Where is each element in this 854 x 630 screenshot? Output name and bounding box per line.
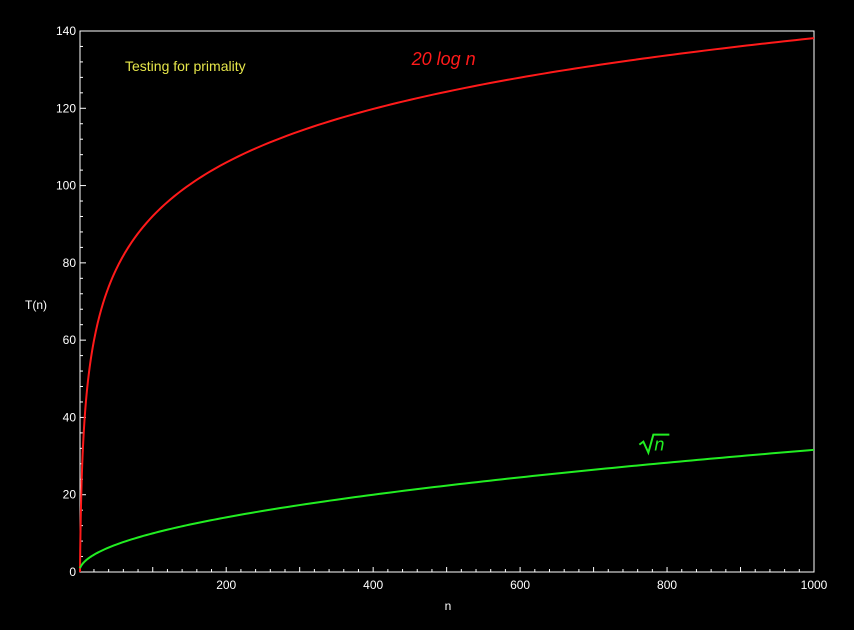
square-root-icon [638,433,670,456]
annotation-layer: 20 log n n [411,49,670,456]
series-line-log [79,37,815,573]
x-tick-label: 200 [216,578,236,592]
series-layer [79,37,815,573]
series-label-20-log-n: 20 log n [411,49,476,69]
y-tick-label: 140 [56,24,76,38]
chart-title: Testing for primality [125,58,246,74]
series-line-sqrt [79,448,815,569]
y-tick-label: 40 [63,410,77,424]
y-tick-label: 80 [63,256,77,270]
x-tick-label: 400 [363,578,383,592]
series-label-sqrt-n: n [638,433,670,456]
series-label-sqrt-n-text: n [654,435,664,455]
x-tick-label: 600 [510,578,530,592]
y-tick-label: 20 [63,488,77,502]
y-tick-label: 120 [56,101,76,115]
y-tick-label: 60 [63,333,77,347]
y-tick-label: 0 [69,565,76,579]
x-axis-ticks: 200 400 600 800 1000 [93,567,828,592]
x-tick-label: 800 [657,578,677,592]
y-axis-label: T(n) [25,298,47,312]
y-tick-label: 100 [56,179,76,193]
x-tick-label: 1000 [801,578,828,592]
x-axis-label: n [445,599,452,613]
